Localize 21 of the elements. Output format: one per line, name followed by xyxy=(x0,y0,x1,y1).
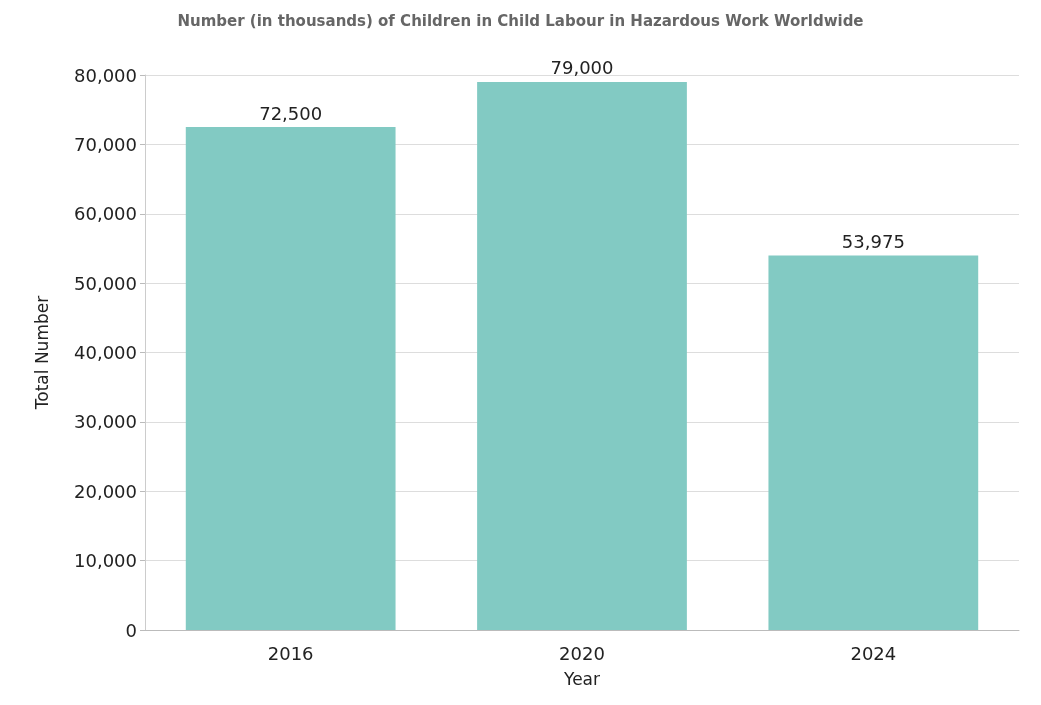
data-label: 53,975 xyxy=(841,231,905,253)
x-tick-label: 2024 xyxy=(850,642,897,664)
x-tick-label: 2016 xyxy=(267,642,314,664)
y-tick-label: 10,000 xyxy=(74,550,137,572)
x-tick-label: 2020 xyxy=(559,642,605,664)
y-tick-label: 30,000 xyxy=(74,411,137,433)
y-tick-label: 70,000 xyxy=(74,133,137,155)
bar xyxy=(768,255,979,630)
y-axis-title: Total Number xyxy=(31,295,52,411)
y-tick-label: 60,000 xyxy=(74,203,137,225)
y-tick-label: 80,000 xyxy=(74,64,137,86)
y-tick-label: 50,000 xyxy=(74,272,137,294)
data-label: 72,500 xyxy=(259,102,323,124)
chart-title: Number (in thousands) of Children in Child Labour in Hazardous Work Worldwide xyxy=(177,11,864,30)
bar xyxy=(477,81,687,630)
y-tick-label: 20,000 xyxy=(74,480,137,502)
y-tick-label: 0 xyxy=(125,619,137,641)
bar xyxy=(185,127,396,630)
x-axis-title: Year xyxy=(563,668,600,689)
y-tick-label: 40,000 xyxy=(74,342,137,363)
data-label: 79,000 xyxy=(550,57,614,79)
